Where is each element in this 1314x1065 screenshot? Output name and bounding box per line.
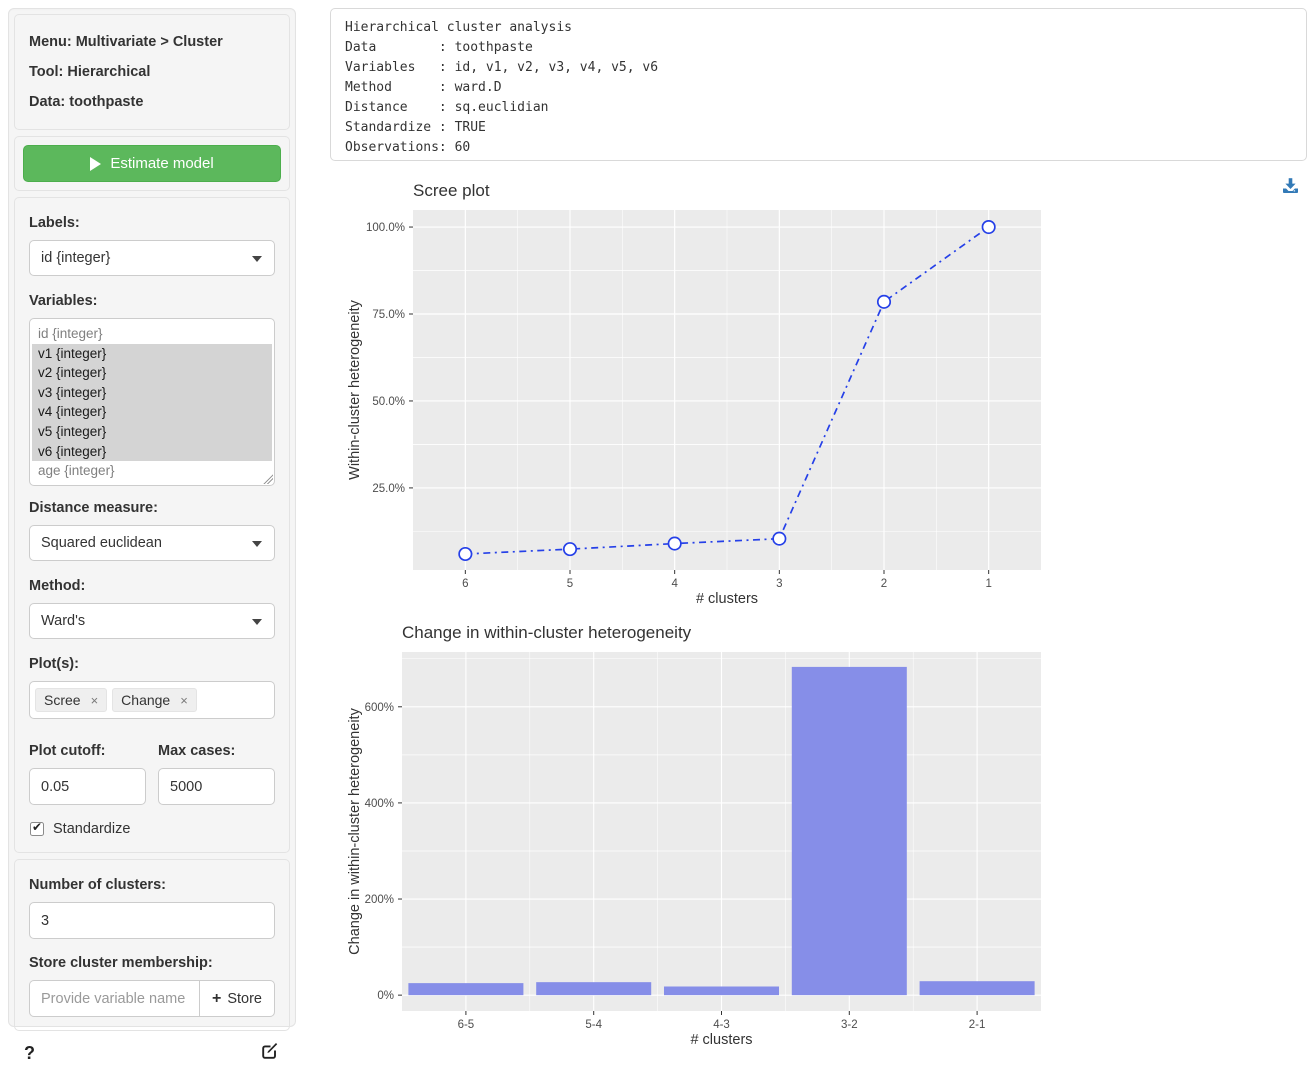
plot-cutoff-input[interactable] [29, 768, 146, 805]
svg-text:4-3: 4-3 [713, 1019, 730, 1031]
svg-text:3-2: 3-2 [841, 1019, 858, 1031]
help-icon[interactable]: ? [24, 1042, 35, 1063]
svg-text:# clusters: # clusters [690, 1032, 752, 1048]
svg-text:Change in within-cluster heter: Change in within-cluster heterogeneity [402, 623, 692, 642]
variable-option[interactable]: v5 {integer} [32, 421, 272, 442]
labels-label: Labels: [29, 215, 80, 231]
svg-text:2: 2 [881, 578, 887, 590]
plots-tag-input[interactable]: Scree × Change × [29, 681, 275, 719]
svg-text:5: 5 [567, 578, 573, 590]
chevron-down-icon [252, 541, 262, 547]
standardize-label: Standardize [53, 821, 131, 837]
play-icon [90, 156, 102, 171]
estimate-model-label: Estimate model [110, 155, 214, 172]
method-dropdown[interactable]: Ward's [29, 603, 275, 639]
remove-tag-icon[interactable]: × [180, 692, 188, 708]
scree-plot-chart: Scree plot 25.0% 50.0% 75.0% 100.0% # cluster… [347, 181, 1041, 607]
plots-label: Plot(s): [29, 656, 79, 672]
estimate-model-button[interactable]: Estimate model [23, 145, 281, 182]
svg-text:2-1: 2-1 [969, 1019, 986, 1031]
download-icon[interactable] [1282, 177, 1299, 199]
svg-text:6-5: 6-5 [458, 1019, 475, 1031]
chevron-down-icon [252, 256, 262, 262]
svg-text:1: 1 [985, 578, 991, 590]
standardize-checkbox[interactable]: ✔ [30, 820, 44, 836]
store-membership-label: Store cluster membership: [29, 955, 213, 971]
chevron-down-icon [252, 619, 262, 625]
plot-tag-label: Scree [44, 692, 81, 708]
store-variable-name-input[interactable] [29, 980, 199, 1017]
svg-text:75.0%: 75.0% [372, 309, 405, 321]
summary-output-panel: Hierarchical cluster analysis Data : too… [330, 8, 1307, 161]
control-sidebar: Menu: Multivariate > Cluster Tool: Hiera… [8, 8, 296, 1063]
max-cases-label: Max cases: [158, 743, 236, 759]
svg-text:Within-cluster heterogeneity: Within-cluster heterogeneity [347, 299, 363, 479]
number-of-clusters-label: Number of clusters: [29, 877, 166, 893]
plot-cutoff-label: Plot cutoff: [29, 743, 106, 759]
svg-text:400%: 400% [365, 798, 394, 810]
cluster-store-panel: Number of clusters: Store cluster member… [14, 859, 290, 1031]
plot-tag-label: Change [121, 692, 171, 708]
distance-measure-label: Distance measure: [29, 500, 158, 516]
variable-option[interactable]: age {integer} [38, 463, 115, 479]
variable-option[interactable]: v3 {integer} [32, 382, 272, 403]
variable-option[interactable]: v1 {integer} [32, 343, 272, 364]
svg-text:50.0%: 50.0% [372, 396, 405, 408]
labels-dropdown-value: id {integer} [41, 250, 111, 266]
max-cases-input[interactable] [158, 768, 275, 805]
variables-listbox[interactable]: id {integer} v1 {integer} v2 {integer} v3 {… [29, 318, 275, 486]
svg-text:6: 6 [462, 578, 468, 590]
svg-text:100.0%: 100.0% [366, 222, 405, 234]
svg-text:Change in within-cluster heter: Change in within-cluster heterogeneity [347, 707, 363, 954]
plot-tag: Change × [112, 688, 197, 712]
model-options-panel: Labels: id {integer} Variables: id {inte… [14, 197, 290, 853]
plots-container: Scree plot 25.0% 50.0% 75.0% 100.0% # cluster… [330, 170, 1307, 1053]
svg-text:# clusters: # clusters [696, 591, 758, 607]
store-button-label: Store [227, 990, 262, 1007]
plot-tag: Scree × [35, 688, 108, 712]
svg-text:200%: 200% [365, 894, 394, 906]
svg-text:600%: 600% [365, 702, 394, 714]
change-plot-chart: Change in within-cluster heterogeneity 0%… [347, 623, 1041, 1048]
cluster-summary-text: Hierarchical cluster analysis Data : too… [345, 20, 659, 155]
distance-measure-dropdown[interactable]: Squared euclidean [29, 525, 275, 561]
plus-icon: + [211, 989, 222, 1007]
store-button[interactable]: + Store [198, 980, 275, 1017]
variable-option[interactable]: v2 {integer} [32, 363, 272, 383]
distance-measure-value: Squared euclidean [41, 535, 162, 551]
model-summary-panel: Menu: Multivariate > Cluster Tool: Hiera… [14, 14, 290, 130]
main-content: Hierarchical cluster analysis Data : too… [330, 8, 1307, 1053]
checkmark-icon: ✔ [32, 820, 43, 834]
svg-text:5-4: 5-4 [585, 1019, 602, 1031]
labels-dropdown[interactable]: id {integer} [29, 240, 275, 276]
variable-option[interactable]: id {integer} [38, 326, 103, 341]
variables-label: Variables: [29, 293, 98, 309]
svg-text:25.0%: 25.0% [372, 483, 405, 495]
dataset-label: Data: toothpaste [29, 94, 144, 110]
number-of-clusters-input[interactable] [29, 902, 275, 939]
method-value: Ward's [41, 613, 86, 629]
tool-label: Tool: Hierarchical [29, 64, 151, 80]
estimate-panel: Estimate model [14, 136, 290, 191]
svg-text:4: 4 [671, 578, 678, 590]
remove-tag-icon[interactable]: × [90, 692, 99, 708]
resize-handle[interactable] [262, 473, 273, 484]
method-label: Method: [29, 578, 86, 594]
svg-text:3: 3 [776, 578, 782, 590]
variable-option[interactable]: v4 {integer} [32, 402, 272, 422]
edit-report-icon[interactable] [261, 1041, 280, 1065]
svg-text:Scree plot: Scree plot [413, 181, 490, 200]
variable-option[interactable]: v6 {integer} [32, 441, 272, 462]
svg-text:0%: 0% [377, 990, 394, 1002]
menu-breadcrumb: Menu: Multivariate > Cluster [29, 34, 223, 50]
